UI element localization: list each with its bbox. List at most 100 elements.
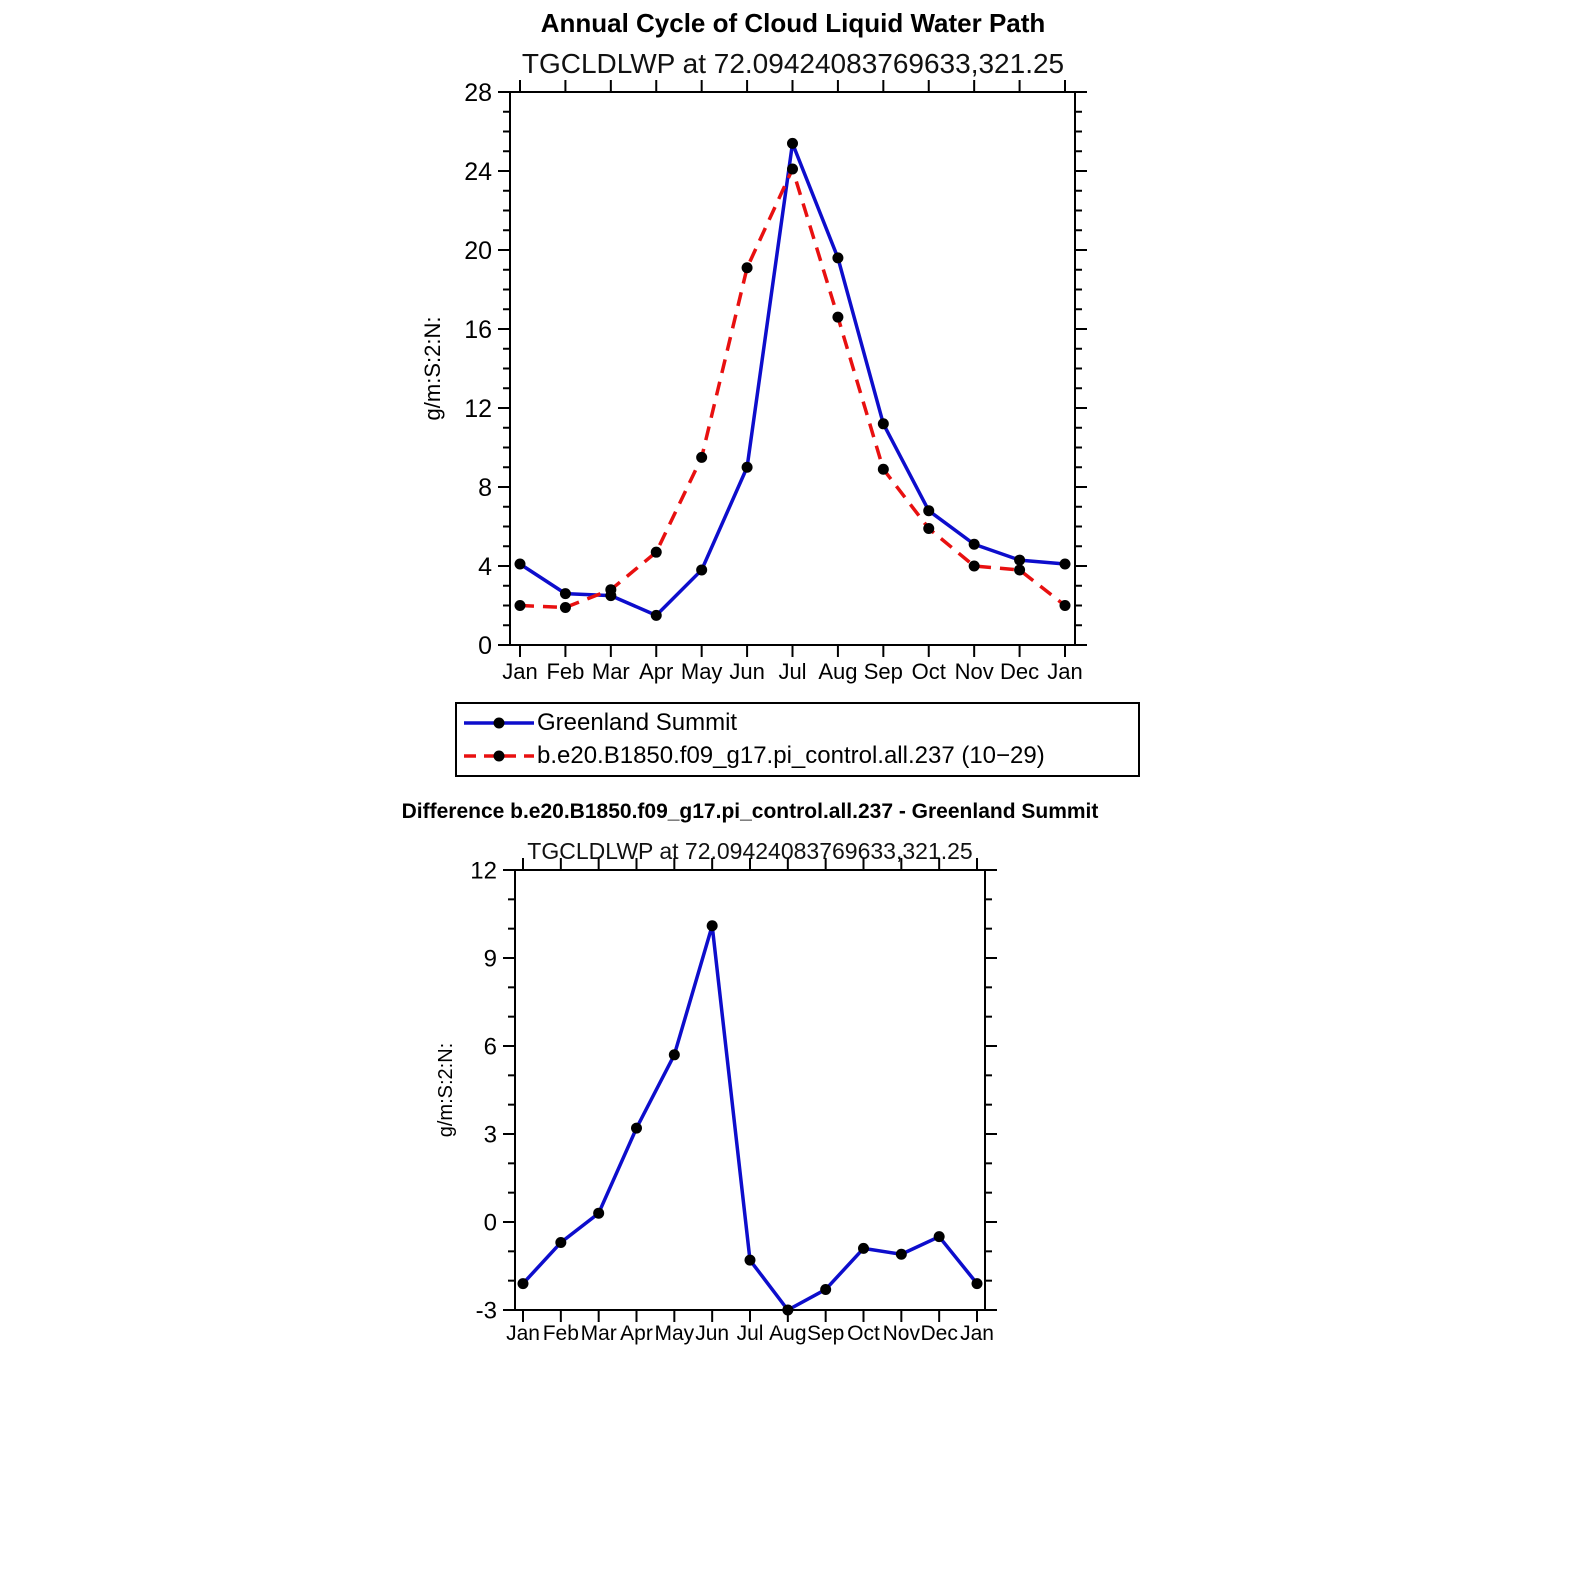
legend-marker-dot: [493, 717, 505, 729]
data-point-marker: [858, 1242, 869, 1254]
legend-marker-dot: [493, 750, 505, 762]
data-point-marker: [514, 558, 526, 570]
data-point-marker: [1059, 600, 1071, 611]
legend-item-greenland-summit: Greenland Summit: [461, 707, 1134, 740]
x-tick-label: Mar: [592, 659, 630, 684]
x-tick-label: Nov: [955, 659, 994, 684]
series-b-e20-b1850-f09-g17-pi-control-all-237-g: [517, 920, 983, 1316]
data-point-marker: [555, 1237, 567, 1249]
x-tick-label: Jun: [695, 1322, 729, 1345]
data-point-marker: [1014, 554, 1026, 566]
series-greenland-summit: [514, 137, 1071, 621]
data-point-marker: [559, 588, 571, 600]
chart-legend: Greenland Summit b.e20.B1850.f09_g17.pi_…: [455, 702, 1140, 777]
x-tick-label: Sep: [807, 1322, 844, 1345]
data-point-marker: [741, 262, 753, 274]
x-tick-label: Dec: [1000, 659, 1039, 684]
x-tick-label: Jun: [729, 659, 764, 684]
y-tick-label: 8: [478, 474, 492, 502]
data-point-marker: [741, 461, 753, 473]
data-point-marker: [787, 163, 798, 175]
x-tick-label: Aug: [769, 1322, 806, 1345]
legend-label-model-control: b.e20.B1850.f09_g17.pi_control.all.237 (…: [537, 742, 1045, 769]
x-tick-label: Jan: [1047, 659, 1082, 684]
x-tick-label: Oct: [912, 659, 946, 684]
data-point-marker: [668, 1049, 680, 1061]
y-tick-label: 0: [484, 1209, 497, 1236]
y-tick-label: 4: [478, 553, 492, 581]
data-point-marker: [517, 1278, 529, 1290]
data-point-marker: [605, 584, 617, 596]
y-tick-label: 3: [484, 1121, 497, 1148]
y-tick-label: 6: [484, 1033, 497, 1060]
data-point-marker: [514, 600, 526, 611]
x-tick-label: May: [654, 1322, 694, 1345]
x-tick-label: Apr: [639, 659, 673, 684]
x-tick-label: Mar: [581, 1322, 617, 1345]
x-tick-label: Nov: [883, 1322, 921, 1345]
axis-labels: 0 4 8 12 16 20 24 28 Jan Feb Mar Apr May Jun Jul Aug Sep…: [420, 79, 1083, 684]
x-tick-label: Jul: [737, 1322, 764, 1345]
axes: [498, 80, 1087, 657]
x-tick-label: Jan: [960, 1322, 994, 1345]
data-point-marker: [706, 920, 718, 932]
y-tick-label: -3: [476, 1297, 497, 1324]
data-point-marker: [832, 252, 844, 264]
axes: [503, 858, 997, 1322]
y-tick-label: 16: [464, 316, 492, 344]
data-point-marker: [559, 601, 571, 613]
y-axis-title: g/m:S:2:N:: [420, 317, 445, 421]
top-chart-title: Annual Cycle of Cloud Liquid Water Path: [540, 8, 1046, 38]
x-tick-label: Sep: [864, 659, 903, 684]
legend-line-sample-dashed: [464, 750, 534, 762]
difference-chart-title: Difference b.e20.B1850.f09_g17.pi_contro…: [401, 800, 1099, 823]
x-tick-label: Oct: [847, 1322, 880, 1345]
top-chart-subtitle: TGCLDLWP at 72.09424083769633,321.25: [521, 48, 1065, 79]
legend-label-greenland-summit: Greenland Summit: [537, 709, 738, 736]
data-point-marker: [968, 538, 980, 550]
x-tick-label: Dec: [920, 1322, 957, 1345]
legend-line-sample-solid: [464, 717, 534, 729]
x-tick-label: Jan: [502, 659, 537, 684]
x-tick-label: Jul: [778, 659, 806, 684]
data-point-marker: [631, 1122, 642, 1134]
x-tick-label: Feb: [543, 1322, 579, 1345]
data-point-marker: [650, 546, 662, 558]
x-tick-label: Feb: [546, 659, 584, 684]
data-point-marker: [1059, 558, 1071, 570]
legend-item-model-control: b.e20.B1850.f09_g17.pi_control.all.237 (…: [461, 740, 1134, 773]
data-point-marker: [933, 1231, 945, 1243]
data-point-marker: [832, 311, 844, 323]
data-point-marker: [787, 137, 798, 149]
y-tick-label: 20: [464, 237, 492, 265]
y-tick-label: 12: [464, 395, 492, 423]
data-point-marker: [820, 1283, 832, 1295]
y-tick-label: 24: [464, 158, 492, 186]
data-point-marker: [923, 505, 935, 517]
y-tick-label: 0: [478, 632, 492, 660]
y-tick-label: 12: [470, 857, 497, 884]
annual-cycle-chart: 0 4 8 12 16 20 24 28 Jan Feb Mar Apr May Jun Jul Aug Sep…: [420, 79, 1087, 684]
y-axis-title: g/m:S:2:N:: [435, 1043, 457, 1137]
data-point-marker: [1014, 564, 1026, 576]
x-tick-label: Jan: [506, 1322, 540, 1345]
series-b-e20-b1850-f09-g17-pi-control-all-237-1: [514, 163, 1071, 613]
data-point-marker: [744, 1254, 756, 1266]
x-tick-label: Aug: [818, 659, 857, 684]
y-tick-label: 9: [484, 945, 497, 972]
x-tick-label: Apr: [620, 1322, 653, 1345]
data-point-marker: [877, 463, 889, 475]
x-tick-label: May: [681, 659, 723, 684]
data-point-marker: [877, 418, 889, 430]
data-point-marker: [895, 1248, 907, 1260]
data-point-marker: [696, 564, 708, 576]
data-point-marker: [650, 609, 662, 621]
data-point-marker: [968, 560, 980, 572]
top-chart-group: 0 4 8 12 16 20 24 28 Jan Feb Mar Apr May Jun Jul Aug Sep…: [420, 79, 1087, 684]
data-point-marker: [782, 1304, 794, 1316]
y-tick-label: 28: [464, 79, 492, 107]
data-point-marker: [971, 1278, 983, 1290]
